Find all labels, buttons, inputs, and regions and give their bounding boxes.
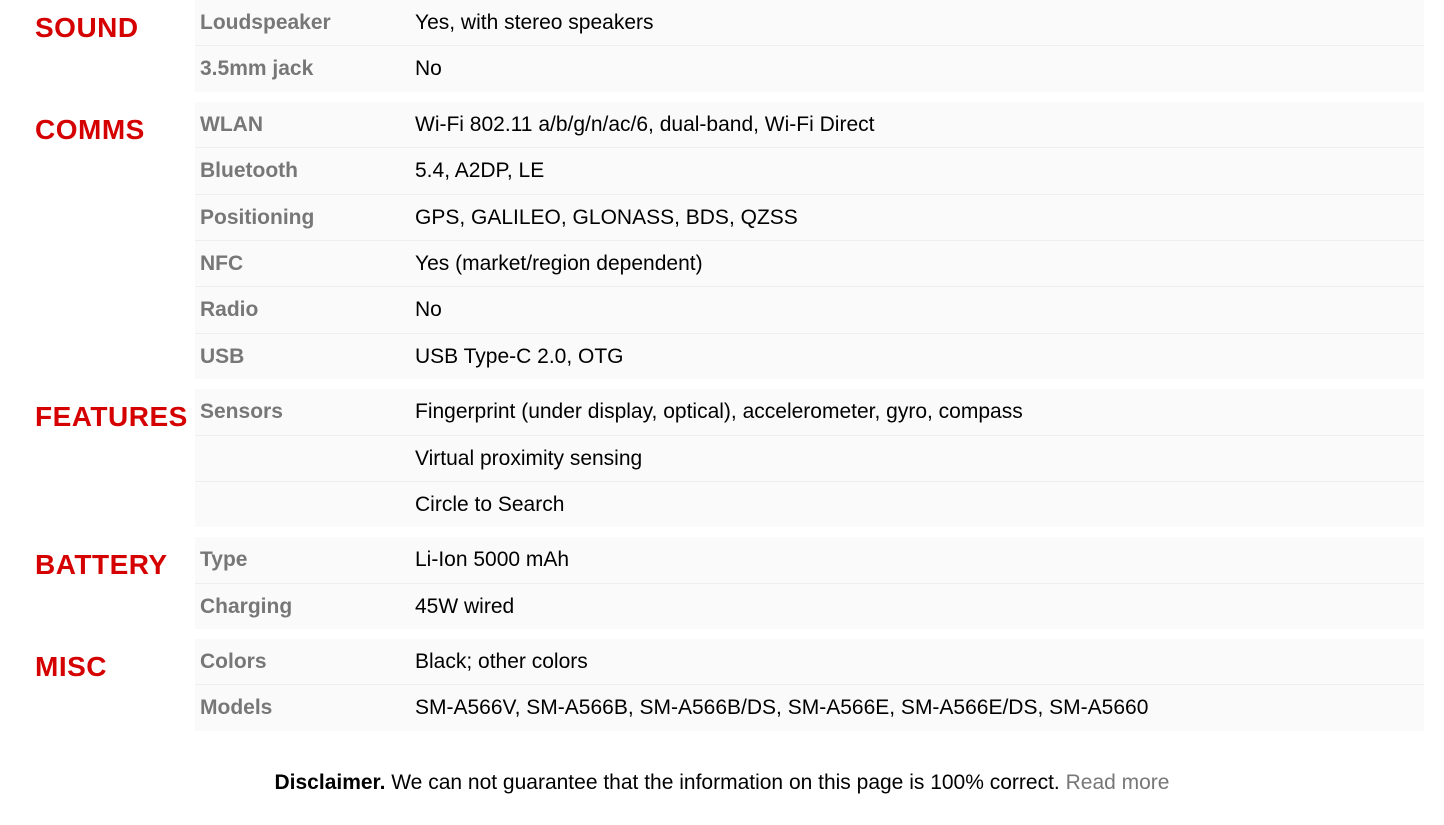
spec-row: 3.5mm jackNo	[20, 46, 1424, 92]
spec-value: Li-Ion 5000 mAh	[410, 537, 1424, 583]
disclaimer: Disclaimer. We can not guarantee that th…	[20, 771, 1424, 795]
spec-value: Fingerprint (under display, optical), ac…	[410, 389, 1424, 435]
spec-value: Yes (market/region dependent)	[410, 240, 1424, 286]
spec-label[interactable]: Colors	[195, 639, 410, 685]
spec-label[interactable]: USB	[195, 333, 410, 379]
spec-value: USB Type-C 2.0, OTG	[410, 333, 1424, 379]
spec-value: Wi-Fi 802.11 a/b/g/n/ac/6, dual-band, Wi…	[410, 102, 1424, 148]
section-header[interactable]: BATTERY	[20, 537, 195, 629]
spec-label[interactable]: Bluetooth	[195, 148, 410, 194]
spec-label[interactable]: Charging	[195, 583, 410, 629]
section-gap	[20, 92, 1424, 102]
spec-label[interactable]: Models	[195, 685, 410, 731]
section-header[interactable]: COMMS	[20, 102, 195, 379]
spec-row: FEATURESSensorsFingerprint (under displa…	[20, 389, 1424, 435]
spec-row: SOUNDLoudspeakerYes, with stereo speaker…	[20, 0, 1424, 46]
spec-value: Black; other colors	[410, 639, 1424, 685]
spec-label[interactable]: Sensors	[195, 389, 410, 435]
spec-value: Circle to Search	[410, 481, 1424, 527]
spec-row: PositioningGPS, GALILEO, GLONASS, BDS, Q…	[20, 194, 1424, 240]
disclaimer-link[interactable]: Read more	[1066, 771, 1170, 794]
spec-value: 45W wired	[410, 583, 1424, 629]
spec-row: USBUSB Type-C 2.0, OTG	[20, 333, 1424, 379]
spec-label[interactable]: Type	[195, 537, 410, 583]
spec-label	[195, 435, 410, 481]
spec-row: NFCYes (market/region dependent)	[20, 240, 1424, 286]
spec-label[interactable]: Loudspeaker	[195, 0, 410, 46]
spec-label[interactable]: Radio	[195, 287, 410, 333]
spec-value: SM-A566V, SM-A566B, SM-A566B/DS, SM-A566…	[410, 685, 1424, 731]
spec-row: COMMSWLANWi-Fi 802.11 a/b/g/n/ac/6, dual…	[20, 102, 1424, 148]
spec-label[interactable]: Positioning	[195, 194, 410, 240]
spec-value: Virtual proximity sensing	[410, 435, 1424, 481]
spec-value: GPS, GALILEO, GLONASS, BDS, QZSS	[410, 194, 1424, 240]
disclaimer-bold: Disclaimer.	[275, 771, 386, 794]
spec-row: RadioNo	[20, 287, 1424, 333]
spec-value: No	[410, 287, 1424, 333]
spec-row: ModelsSM-A566V, SM-A566B, SM-A566B/DS, S…	[20, 685, 1424, 731]
section-gap	[20, 629, 1424, 639]
spec-row: Circle to Search	[20, 481, 1424, 527]
spec-row: Virtual proximity sensing	[20, 435, 1424, 481]
spec-value: Yes, with stereo speakers	[410, 0, 1424, 46]
section-gap	[20, 379, 1424, 389]
spec-row: BATTERYTypeLi-Ion 5000 mAh	[20, 537, 1424, 583]
spec-row: MISCColorsBlack; other colors	[20, 639, 1424, 685]
spec-label[interactable]: 3.5mm jack	[195, 46, 410, 92]
spec-label	[195, 481, 410, 527]
spec-value: 5.4, A2DP, LE	[410, 148, 1424, 194]
section-header[interactable]: SOUND	[20, 0, 195, 92]
spec-row: Charging45W wired	[20, 583, 1424, 629]
section-header[interactable]: FEATURES	[20, 389, 195, 527]
spec-value: No	[410, 46, 1424, 92]
section-gap	[20, 527, 1424, 537]
specs-table: SOUNDLoudspeakerYes, with stereo speaker…	[20, 0, 1424, 731]
spec-label[interactable]: WLAN	[195, 102, 410, 148]
spec-row: Bluetooth5.4, A2DP, LE	[20, 148, 1424, 194]
spec-label[interactable]: NFC	[195, 240, 410, 286]
disclaimer-text: We can not guarantee that the informatio…	[385, 771, 1065, 794]
section-header[interactable]: MISC	[20, 639, 195, 731]
